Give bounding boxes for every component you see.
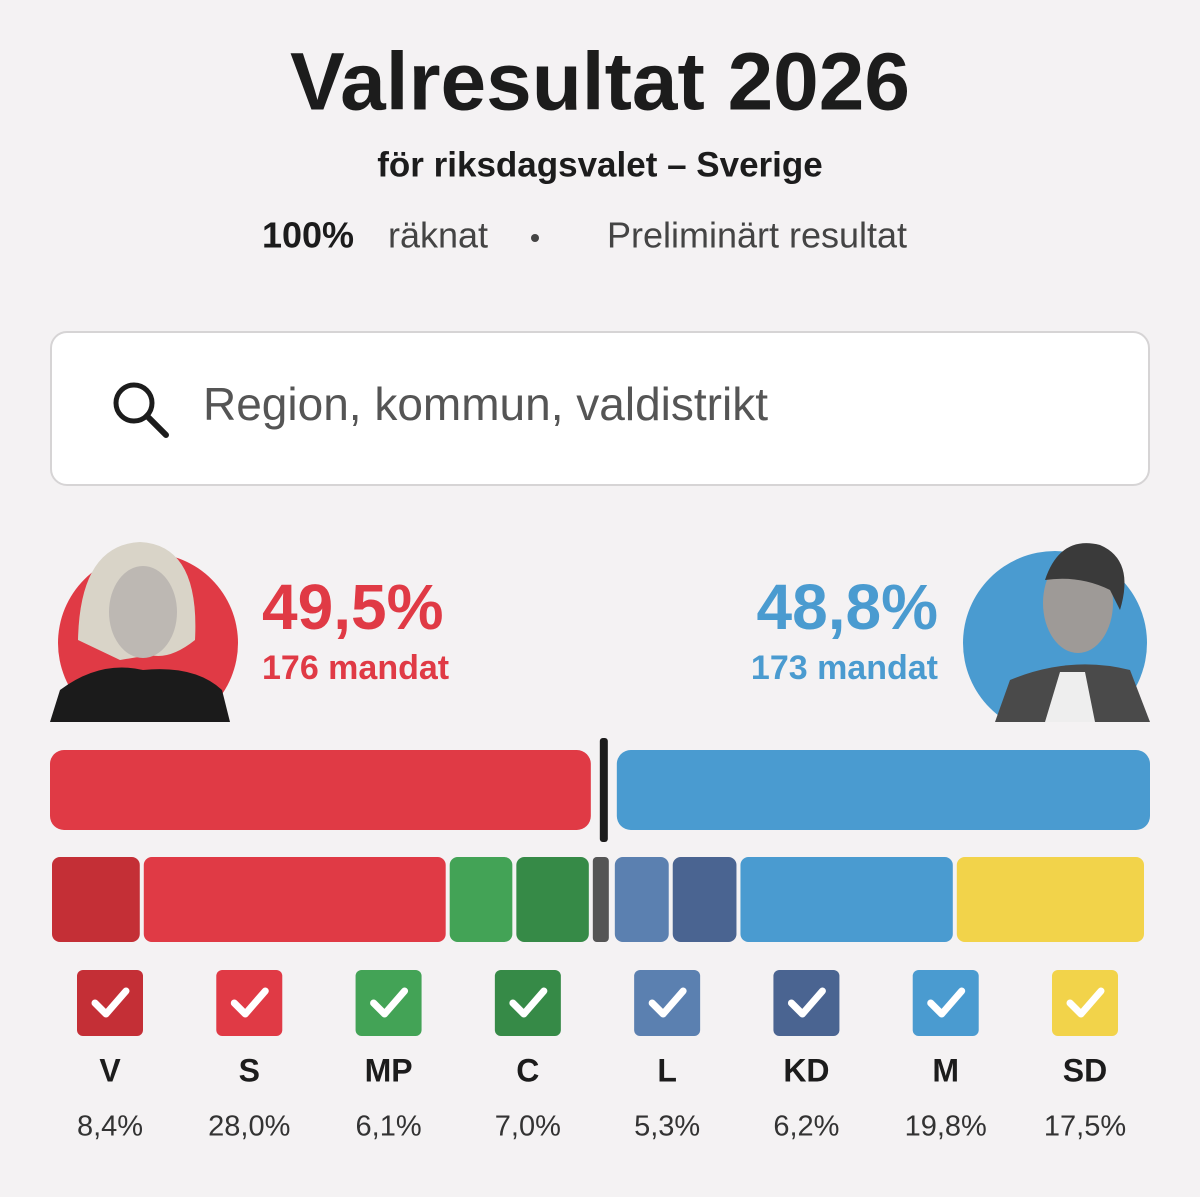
party-segment — [956, 857, 1144, 942]
jacket — [50, 667, 230, 722]
checkmark — [648, 987, 687, 1018]
party-item: M 19,8% — [905, 970, 987, 1143]
party-name: V — [99, 1052, 121, 1088]
checkmark — [91, 987, 130, 1018]
checkbox — [216, 970, 283, 1036]
checkbox — [634, 970, 701, 1036]
checkmark — [230, 987, 269, 1018]
party-segment — [52, 857, 140, 942]
party-name: L — [657, 1052, 677, 1088]
right-bloc-share: 48,8% — [757, 571, 938, 643]
shirt — [1045, 672, 1095, 722]
checkmark — [787, 987, 826, 1018]
checkbox — [912, 970, 979, 1036]
divider — [592, 857, 609, 942]
party-segment — [143, 857, 446, 942]
party-share: 6,2% — [773, 1111, 839, 1143]
party-segment — [614, 857, 669, 942]
checkbox — [494, 970, 561, 1036]
checkmark — [509, 987, 548, 1018]
counted-text: räknat — [388, 215, 488, 256]
majority-marker — [599, 738, 608, 842]
party-share: 17,5% — [1044, 1111, 1126, 1143]
party-segment — [740, 857, 953, 942]
bloc-bar — [616, 750, 1150, 830]
checkmark — [1066, 987, 1105, 1018]
party-share: 28,0% — [208, 1111, 290, 1143]
bloc-bar — [50, 750, 591, 830]
party-item: S 28,0% — [208, 970, 290, 1143]
party-share: 19,8% — [905, 1111, 987, 1143]
party-share: 8,4% — [77, 1111, 143, 1143]
left-leader-photo — [50, 542, 238, 722]
left-bloc-share: 49,5% — [262, 571, 443, 643]
party-item: V 8,4% — [77, 970, 143, 1143]
hair — [1045, 543, 1125, 610]
counted-value: 100% — [262, 215, 354, 256]
party-item: C 7,0% — [495, 970, 561, 1143]
party-name: C — [516, 1052, 539, 1088]
party-name: M — [932, 1052, 959, 1088]
checkbox — [773, 970, 840, 1036]
party-share: 6,1% — [356, 1111, 422, 1143]
search-box[interactable]: Region, kommun, valdistrikt — [50, 331, 1150, 486]
right-leader-photo — [963, 543, 1150, 722]
subtitle: för riksdagsvalet – Sverige — [377, 145, 823, 184]
party-share: 5,3% — [634, 1111, 700, 1143]
party-name: KD — [783, 1052, 829, 1088]
left-bloc-seats: 176 mandat — [262, 649, 449, 687]
party-item: L 5,3% — [634, 970, 700, 1143]
right-bloc-seats: 173 mandat — [751, 649, 938, 687]
search-field[interactable] — [50, 331, 1150, 486]
party-name: SD — [1063, 1052, 1107, 1088]
search-icon — [113, 382, 155, 424]
party-item: KD 6,2% — [773, 970, 839, 1143]
title: Valresultat 2026 — [290, 37, 910, 128]
party-segment — [516, 857, 589, 942]
face — [109, 566, 177, 658]
party-share: 7,0% — [495, 1111, 561, 1143]
search-icon-handle — [144, 413, 169, 438]
status: Preliminärt resultat — [607, 215, 907, 256]
separator-dot — [531, 234, 539, 242]
checkbox — [355, 970, 422, 1036]
party-item: MP 6,1% — [356, 970, 422, 1143]
checkbox — [77, 970, 143, 1036]
party-segment — [672, 857, 737, 942]
party-segment — [449, 857, 513, 942]
party-item: SD 17,5% — [1044, 970, 1126, 1143]
checkmark — [927, 987, 966, 1018]
checkbox — [1052, 970, 1118, 1036]
checkmark — [370, 987, 409, 1018]
party-name: S — [239, 1052, 260, 1088]
search-placeholder: Region, kommun, valdistrikt — [203, 378, 768, 430]
party-name: MP — [365, 1052, 413, 1088]
